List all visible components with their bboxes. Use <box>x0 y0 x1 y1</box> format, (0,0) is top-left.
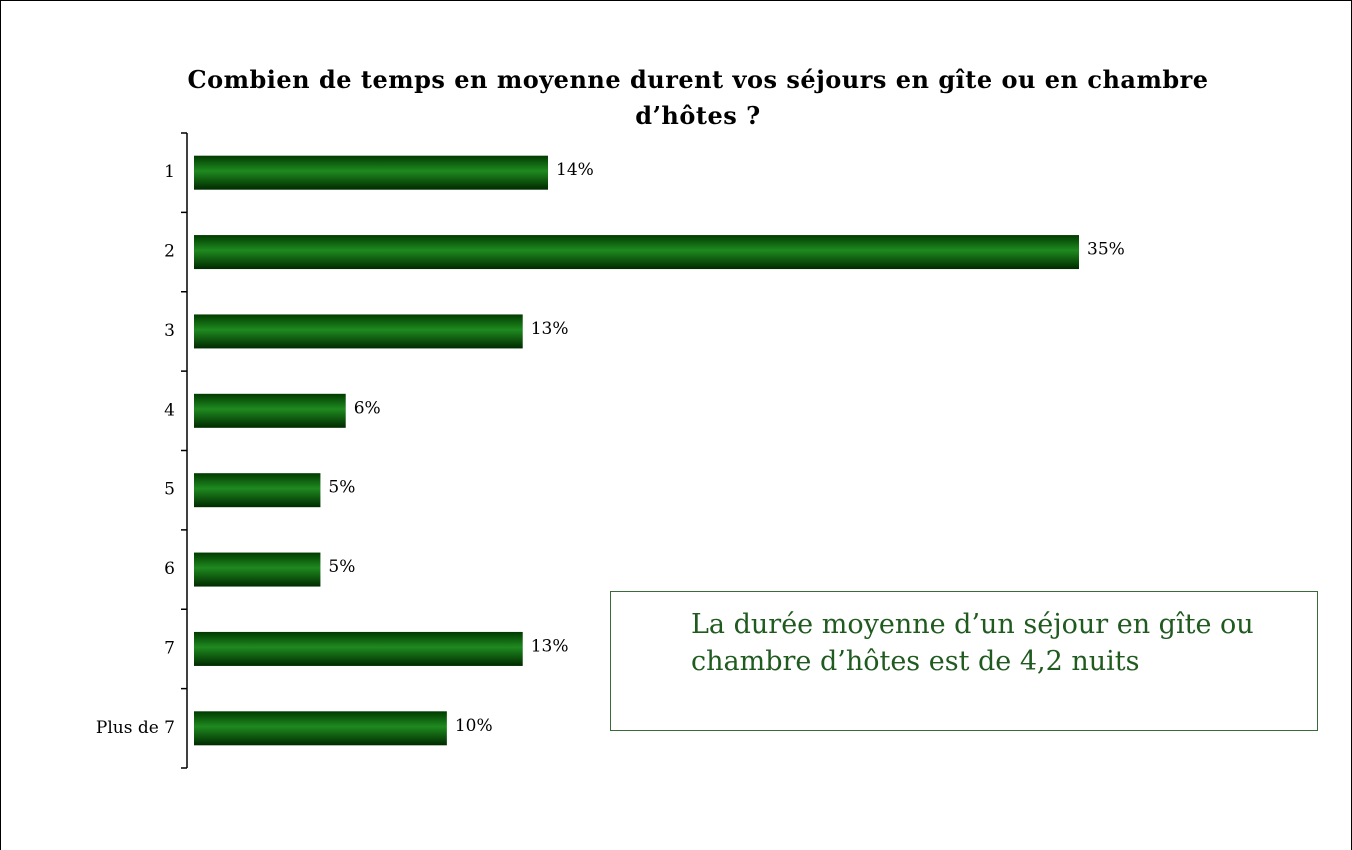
bar <box>194 711 447 746</box>
y-tick-label: 2 <box>164 242 175 262</box>
value-label: 35% <box>1087 240 1125 260</box>
bar <box>194 552 321 587</box>
annotation-box: La durée moyenne d’un séjour en gîte ou … <box>610 591 1318 731</box>
bar <box>194 314 523 349</box>
bar <box>194 631 523 666</box>
y-tick-label: 1 <box>164 162 175 182</box>
value-label: 14% <box>556 160 594 180</box>
bar <box>194 473 321 508</box>
bar <box>194 393 346 428</box>
value-label: 6% <box>354 398 381 418</box>
value-label: 13% <box>531 319 569 339</box>
y-tick-label: 4 <box>164 400 175 420</box>
bar <box>194 155 548 190</box>
y-tick-label: 5 <box>164 480 175 500</box>
y-tick-label: 3 <box>164 321 175 341</box>
value-label: 10% <box>455 716 493 736</box>
y-tick-label: 6 <box>164 559 175 579</box>
bar <box>194 235 1079 270</box>
value-label: 5% <box>328 478 355 498</box>
y-tick-label: Plus de 7 <box>96 718 175 738</box>
value-label: 5% <box>328 557 355 577</box>
value-label: 13% <box>531 636 569 656</box>
y-tick-label: 7 <box>164 638 175 658</box>
chart-title: Combien de temps en moyenne durent vos s… <box>187 65 1209 130</box>
